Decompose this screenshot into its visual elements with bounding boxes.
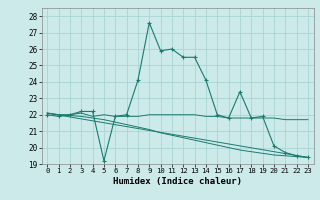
X-axis label: Humidex (Indice chaleur): Humidex (Indice chaleur): [113, 177, 242, 186]
